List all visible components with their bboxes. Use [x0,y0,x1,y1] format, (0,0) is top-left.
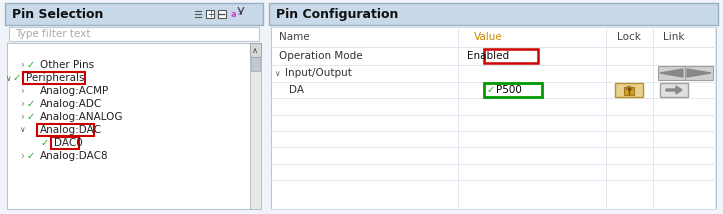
Text: z: z [238,10,241,16]
Bar [218,10,226,18]
Bar [251,57,260,71]
Text: ›: › [20,86,24,96]
Bar [37,124,94,136]
Text: Input/Output: Input/Output [285,68,352,78]
Text: ›: › [20,151,24,161]
Text: Name: Name [279,32,309,42]
Text: ✓: ✓ [27,112,35,122]
Text: ›: › [20,112,24,122]
Text: Pin Selection: Pin Selection [12,7,103,21]
Text: Enabled: Enabled [467,51,509,61]
Bar [269,3,718,211]
Bar [269,3,718,25]
Text: ∨: ∨ [5,73,11,83]
Text: DAC0: DAC0 [54,138,82,148]
Bar [484,83,542,97]
Text: ∧: ∧ [252,46,258,55]
Text: Analog:DAC8: Analog:DAC8 [40,151,108,161]
Bar [206,10,214,18]
Bar [5,3,263,211]
Polygon shape [666,86,682,94]
Text: Link: Link [663,32,685,42]
Text: ✓: ✓ [13,73,21,83]
Bar [628,88,630,91]
Text: Operation Mode: Operation Mode [279,51,363,61]
Polygon shape [687,69,711,77]
Bar [7,43,251,209]
Text: ✓: ✓ [27,99,35,109]
Text: Pin Configuration: Pin Configuration [276,7,398,21]
Bar [9,27,259,41]
Text: Lock: Lock [617,32,641,42]
Text: ✓: ✓ [41,138,49,148]
Bar [250,43,261,209]
Text: Analog:ACMP: Analog:ACMP [40,86,109,96]
Bar [250,43,261,57]
Text: a: a [231,9,236,18]
Text: ✓: ✓ [27,151,35,161]
Bar [624,87,634,95]
Text: Value: Value [474,32,502,42]
Text: DA: DA [289,85,304,95]
Text: Other Pins: Other Pins [40,60,94,70]
Bar [615,83,643,97]
Bar [7,137,251,149]
Bar [484,49,538,63]
Text: Analog:DAC: Analog:DAC [40,125,102,135]
Bar [23,72,85,84]
Bar [5,3,263,25]
Text: P500: P500 [496,85,522,95]
Text: ›: › [20,99,24,109]
Text: ✓: ✓ [27,60,35,70]
Bar [660,83,688,97]
Text: ›: › [20,60,24,70]
Text: Peripherals: Peripherals [26,73,85,83]
Text: Type filter text: Type filter text [15,29,90,39]
Text: Analog:ADC: Analog:ADC [40,99,102,109]
Bar [658,66,713,80]
Text: ✓: ✓ [487,85,495,95]
Text: ∨: ∨ [20,125,25,135]
Polygon shape [660,69,683,77]
Bar [51,137,79,149]
Text: ∨: ∨ [274,68,280,77]
Text: +: + [207,9,214,18]
Text: Analog:ANALOG: Analog:ANALOG [40,112,124,122]
Bar [271,27,716,209]
